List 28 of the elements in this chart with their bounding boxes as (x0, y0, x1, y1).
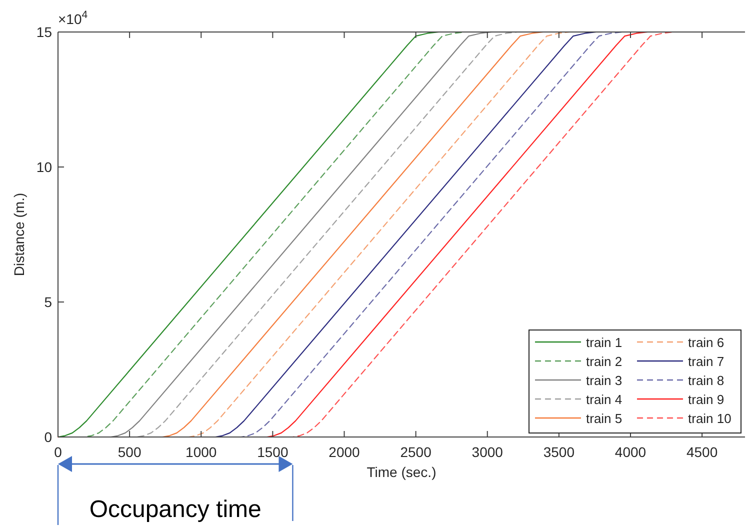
legend-label: train 8 (688, 373, 724, 388)
legend-label: train 9 (688, 392, 724, 407)
x-tick-label: 1500 (257, 444, 288, 460)
x-tick-label: 0 (54, 444, 62, 460)
x-tick-label: 1000 (186, 444, 217, 460)
y-tick-label: 5 (44, 294, 52, 310)
legend-label: train 1 (586, 335, 622, 350)
x-tick-label: 2500 (400, 444, 432, 460)
legend-label: train 4 (586, 392, 622, 407)
legend-label: train 3 (586, 373, 622, 388)
x-axis-title: Time (sec.) (366, 464, 436, 480)
legend-label: train 7 (688, 354, 724, 369)
legend-label: train 6 (688, 335, 724, 350)
x-tick-label: 500 (118, 444, 142, 460)
y-tick-label: 10 (36, 159, 52, 175)
text: Occupancy time (89, 496, 262, 523)
legend-label: train 5 (586, 411, 622, 426)
legend-label: train 10 (688, 411, 732, 426)
x-tick-label: 4500 (686, 444, 718, 460)
y-tick-label: 15 (36, 24, 52, 40)
legend-label: train 2 (586, 354, 622, 369)
x-tick-label: 4000 (614, 444, 646, 460)
y-axis-title: Distance (m.) (11, 192, 27, 276)
x-tick-label: 3500 (543, 444, 575, 460)
y-tick-label: 0 (44, 429, 52, 445)
x-tick-label: 2000 (328, 444, 360, 460)
text: ×10$^{4}$ (58, 9, 88, 27)
x-tick-label: 3000 (472, 444, 504, 460)
